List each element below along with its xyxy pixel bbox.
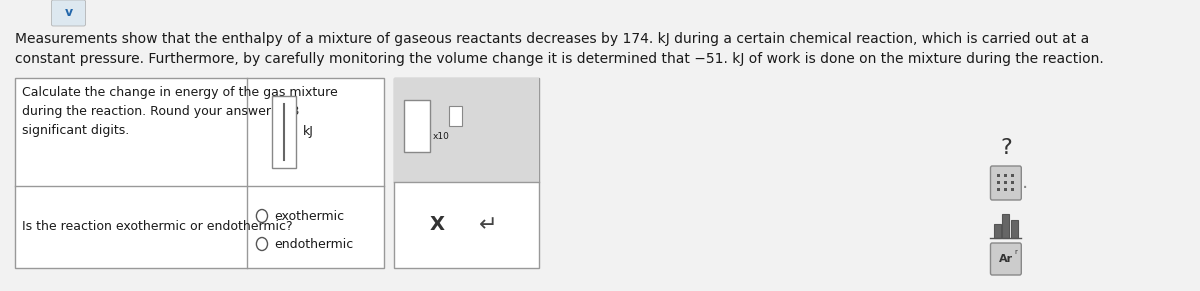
Text: r: r bbox=[1014, 249, 1018, 255]
Bar bbox=[1002, 214, 1009, 238]
Bar bbox=[394, 78, 539, 268]
Bar bbox=[272, 96, 296, 168]
Bar bbox=[1004, 188, 1007, 191]
Bar bbox=[1012, 181, 1014, 184]
Bar bbox=[1012, 220, 1018, 238]
Text: ↵: ↵ bbox=[479, 215, 498, 235]
Bar bbox=[1012, 174, 1014, 177]
Bar bbox=[394, 78, 539, 182]
Bar bbox=[404, 100, 430, 152]
FancyBboxPatch shape bbox=[990, 243, 1021, 275]
Bar bbox=[997, 188, 1000, 191]
Circle shape bbox=[257, 237, 268, 251]
FancyBboxPatch shape bbox=[990, 166, 1021, 200]
Bar bbox=[1012, 188, 1014, 191]
Text: ?: ? bbox=[1000, 138, 1012, 158]
Text: Calculate the change in energy of the gas mixture
during the reaction. Round you: Calculate the change in energy of the ga… bbox=[23, 86, 338, 137]
FancyBboxPatch shape bbox=[52, 0, 85, 26]
Circle shape bbox=[257, 210, 268, 223]
Text: .: . bbox=[1021, 173, 1028, 193]
Text: Is the reaction exothermic or endothermic?: Is the reaction exothermic or endothermi… bbox=[23, 221, 293, 233]
Text: kJ: kJ bbox=[304, 125, 314, 139]
Text: x10: x10 bbox=[433, 132, 450, 141]
Bar bbox=[997, 174, 1000, 177]
Text: endothermic: endothermic bbox=[274, 237, 353, 251]
Bar bbox=[16, 78, 384, 268]
Bar bbox=[994, 224, 1001, 238]
Bar bbox=[1004, 181, 1007, 184]
Text: Ar: Ar bbox=[998, 254, 1013, 264]
Bar bbox=[449, 106, 462, 126]
Text: exothermic: exothermic bbox=[274, 210, 344, 223]
Text: v: v bbox=[65, 6, 72, 19]
Text: X: X bbox=[430, 216, 445, 235]
Text: constant pressure. Furthermore, by carefully monitoring the volume change it is : constant pressure. Furthermore, by caref… bbox=[16, 52, 1104, 66]
Text: Measurements show that the enthalpy of a mixture of gaseous reactants decreases : Measurements show that the enthalpy of a… bbox=[16, 32, 1090, 46]
Bar bbox=[997, 181, 1000, 184]
Bar bbox=[1004, 174, 1007, 177]
